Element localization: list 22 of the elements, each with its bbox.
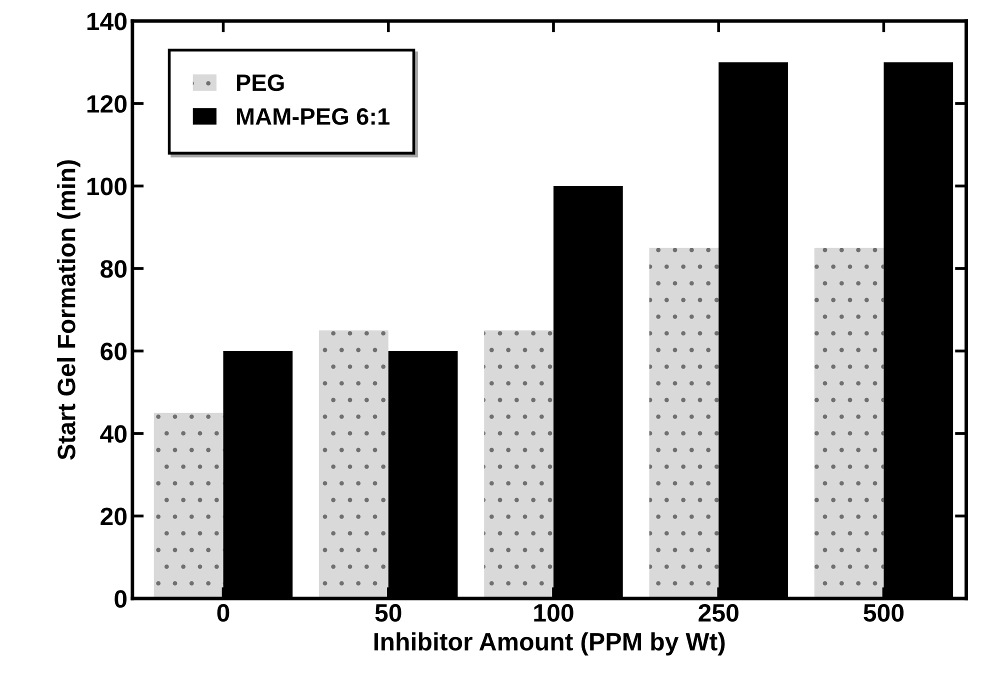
legend-label: MAM-PEG 6:1	[236, 108, 390, 125]
y-tick-label: 0	[114, 590, 127, 608]
x-tick-label: 50	[375, 604, 402, 622]
y-tick-label: 80	[100, 260, 127, 278]
y-tick-label: 20	[100, 508, 127, 526]
x-tick-label: 100	[534, 604, 574, 622]
y-tick-label: 60	[100, 342, 127, 360]
y-tick-label: 40	[100, 425, 127, 443]
bar	[154, 412, 224, 598]
x-tick-label: 250	[698, 604, 738, 622]
bar	[649, 248, 719, 598]
bar	[484, 330, 554, 598]
y-tick-label: 140	[87, 12, 127, 30]
y-axis-title: Start Gel Formation (min)	[57, 160, 80, 460]
bar	[319, 330, 388, 598]
bar	[814, 248, 884, 598]
x-axis-title: Inhibitor Amount (PPM by Wt)	[374, 632, 725, 656]
x-tick-label: 500	[864, 604, 904, 622]
y-tick-label: 100	[87, 178, 127, 196]
x-tick-label: 0	[217, 604, 230, 622]
legend-label: PEG	[236, 74, 284, 92]
y-tick-label: 120	[87, 95, 127, 113]
